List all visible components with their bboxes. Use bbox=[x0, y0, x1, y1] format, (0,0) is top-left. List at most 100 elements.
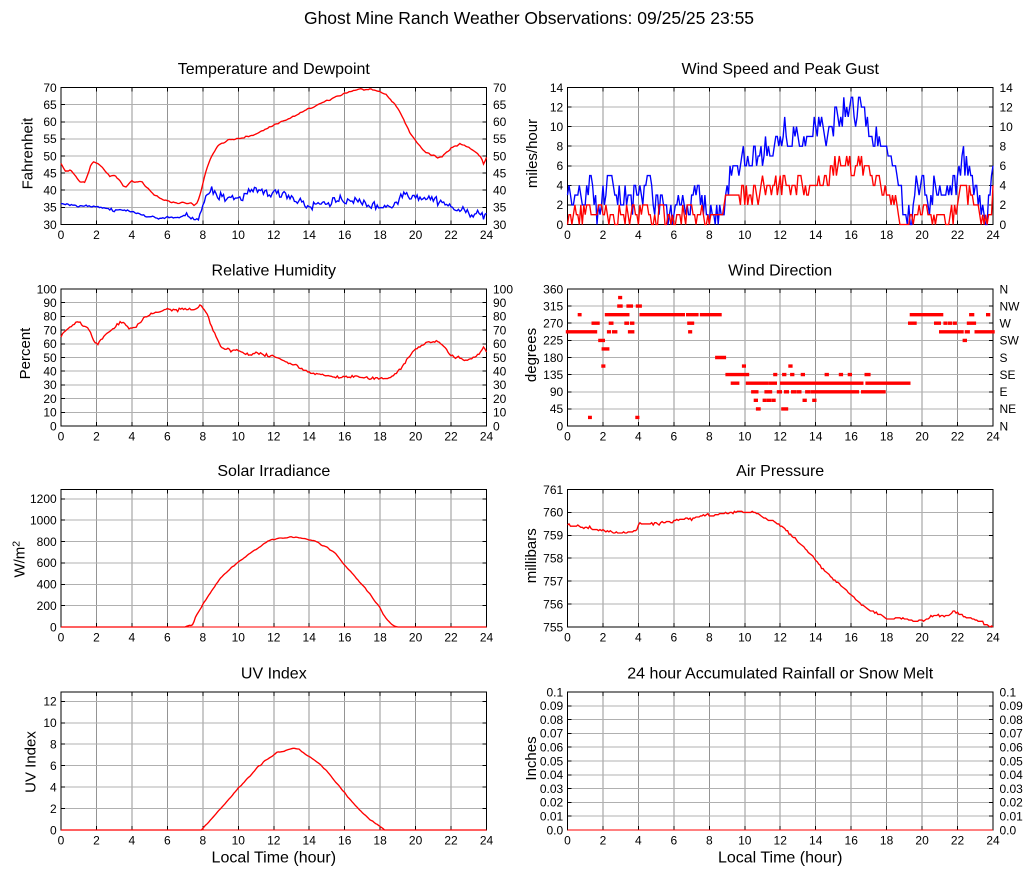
svg-text:8: 8 bbox=[199, 631, 206, 645]
svg-text:2: 2 bbox=[93, 430, 100, 444]
svg-text:6: 6 bbox=[671, 430, 678, 444]
svg-text:0.1: 0.1 bbox=[547, 685, 564, 699]
svg-text:6: 6 bbox=[671, 834, 678, 848]
svg-text:35: 35 bbox=[493, 201, 507, 215]
svg-text:6: 6 bbox=[164, 228, 171, 242]
svg-text:0: 0 bbox=[564, 631, 571, 645]
svg-text:4: 4 bbox=[635, 631, 642, 645]
svg-text:12: 12 bbox=[774, 631, 788, 645]
svg-text:760: 760 bbox=[543, 506, 563, 520]
svg-text:60: 60 bbox=[493, 115, 507, 129]
svg-text:60: 60 bbox=[43, 115, 57, 129]
svg-text:Solar Irradiance: Solar Irradiance bbox=[217, 463, 330, 480]
svg-text:90: 90 bbox=[493, 296, 507, 310]
svg-text:0.1: 0.1 bbox=[1000, 685, 1017, 699]
svg-text:4: 4 bbox=[129, 834, 136, 848]
svg-text:Ghost Mine Ranch Weather Obser: Ghost Mine Ranch Weather Observations: 0… bbox=[304, 8, 754, 28]
svg-text:2: 2 bbox=[93, 834, 100, 848]
svg-text:20: 20 bbox=[409, 631, 423, 645]
svg-text:4: 4 bbox=[635, 430, 642, 444]
svg-text:16: 16 bbox=[338, 834, 352, 848]
svg-text:6: 6 bbox=[671, 631, 678, 645]
svg-text:14: 14 bbox=[303, 430, 317, 444]
svg-text:758: 758 bbox=[543, 552, 563, 566]
svg-text:miles/hour: miles/hour bbox=[524, 119, 541, 188]
svg-text:600: 600 bbox=[37, 556, 57, 570]
svg-text:2: 2 bbox=[93, 228, 100, 242]
svg-text:6: 6 bbox=[50, 759, 57, 773]
svg-text:0: 0 bbox=[557, 419, 564, 433]
svg-text:20: 20 bbox=[915, 834, 929, 848]
svg-text:16: 16 bbox=[845, 631, 859, 645]
svg-text:0.09: 0.09 bbox=[540, 699, 564, 713]
svg-text:24: 24 bbox=[480, 834, 494, 848]
svg-text:4: 4 bbox=[129, 228, 136, 242]
svg-text:4: 4 bbox=[557, 179, 564, 193]
svg-text:315: 315 bbox=[543, 299, 563, 313]
svg-text:60: 60 bbox=[43, 337, 57, 351]
svg-text:10: 10 bbox=[1000, 120, 1014, 134]
svg-text:70: 70 bbox=[43, 81, 57, 95]
svg-text:761: 761 bbox=[543, 483, 563, 497]
svg-text:65: 65 bbox=[43, 98, 57, 112]
svg-text:2: 2 bbox=[600, 430, 607, 444]
svg-text:400: 400 bbox=[37, 578, 57, 592]
svg-text:360: 360 bbox=[543, 282, 563, 296]
svg-text:55: 55 bbox=[43, 132, 57, 146]
svg-text:755: 755 bbox=[543, 620, 563, 634]
svg-text:14: 14 bbox=[550, 81, 564, 95]
svg-text:24: 24 bbox=[480, 430, 494, 444]
svg-text:10: 10 bbox=[550, 120, 564, 134]
svg-text:18: 18 bbox=[880, 430, 894, 444]
svg-text:14: 14 bbox=[303, 228, 317, 242]
svg-text:20: 20 bbox=[915, 430, 929, 444]
svg-text:NE: NE bbox=[1000, 402, 1017, 416]
svg-text:18: 18 bbox=[373, 430, 387, 444]
svg-text:8: 8 bbox=[557, 140, 564, 154]
svg-text:4: 4 bbox=[635, 228, 642, 242]
svg-text:18: 18 bbox=[880, 228, 894, 242]
svg-text:0: 0 bbox=[58, 228, 65, 242]
svg-text:2: 2 bbox=[600, 228, 607, 242]
svg-text:0: 0 bbox=[564, 228, 571, 242]
svg-text:16: 16 bbox=[845, 228, 859, 242]
svg-text:0.03: 0.03 bbox=[1000, 782, 1024, 796]
svg-text:0: 0 bbox=[58, 631, 65, 645]
svg-text:0: 0 bbox=[557, 218, 564, 232]
svg-text:22: 22 bbox=[444, 430, 458, 444]
svg-text:24 hour Accumulated Rainfall o: 24 hour Accumulated Rainfall or Snow Mel… bbox=[627, 666, 933, 683]
svg-text:Air Pressure: Air Pressure bbox=[736, 463, 824, 480]
svg-text:90: 90 bbox=[550, 385, 564, 399]
svg-text:6: 6 bbox=[671, 228, 678, 242]
svg-text:0.02: 0.02 bbox=[540, 796, 564, 810]
svg-text:40: 40 bbox=[493, 365, 507, 379]
svg-text:16: 16 bbox=[845, 834, 859, 848]
svg-text:756: 756 bbox=[543, 597, 563, 611]
svg-text:90: 90 bbox=[43, 296, 57, 310]
svg-text:S: S bbox=[1000, 351, 1008, 365]
svg-text:70: 70 bbox=[493, 323, 507, 337]
svg-text:8: 8 bbox=[706, 631, 713, 645]
svg-text:10: 10 bbox=[738, 834, 752, 848]
svg-text:757: 757 bbox=[543, 575, 563, 589]
svg-text:0: 0 bbox=[58, 430, 65, 444]
svg-text:14: 14 bbox=[809, 228, 823, 242]
svg-text:12: 12 bbox=[267, 631, 281, 645]
svg-text:8: 8 bbox=[50, 738, 57, 752]
svg-text:40: 40 bbox=[43, 184, 57, 198]
svg-text:2: 2 bbox=[600, 834, 607, 848]
svg-text:14: 14 bbox=[809, 631, 823, 645]
svg-text:8: 8 bbox=[706, 228, 713, 242]
svg-text:0.07: 0.07 bbox=[1000, 727, 1024, 741]
svg-text:6: 6 bbox=[164, 430, 171, 444]
svg-text:18: 18 bbox=[373, 228, 387, 242]
svg-text:10: 10 bbox=[232, 228, 246, 242]
svg-text:10: 10 bbox=[232, 834, 246, 848]
svg-text:2: 2 bbox=[1000, 198, 1007, 212]
svg-text:6: 6 bbox=[164, 631, 171, 645]
svg-text:16: 16 bbox=[845, 430, 859, 444]
svg-text:0.01: 0.01 bbox=[1000, 810, 1024, 824]
svg-text:14: 14 bbox=[303, 631, 317, 645]
svg-text:10: 10 bbox=[738, 430, 752, 444]
svg-text:12: 12 bbox=[774, 834, 788, 848]
